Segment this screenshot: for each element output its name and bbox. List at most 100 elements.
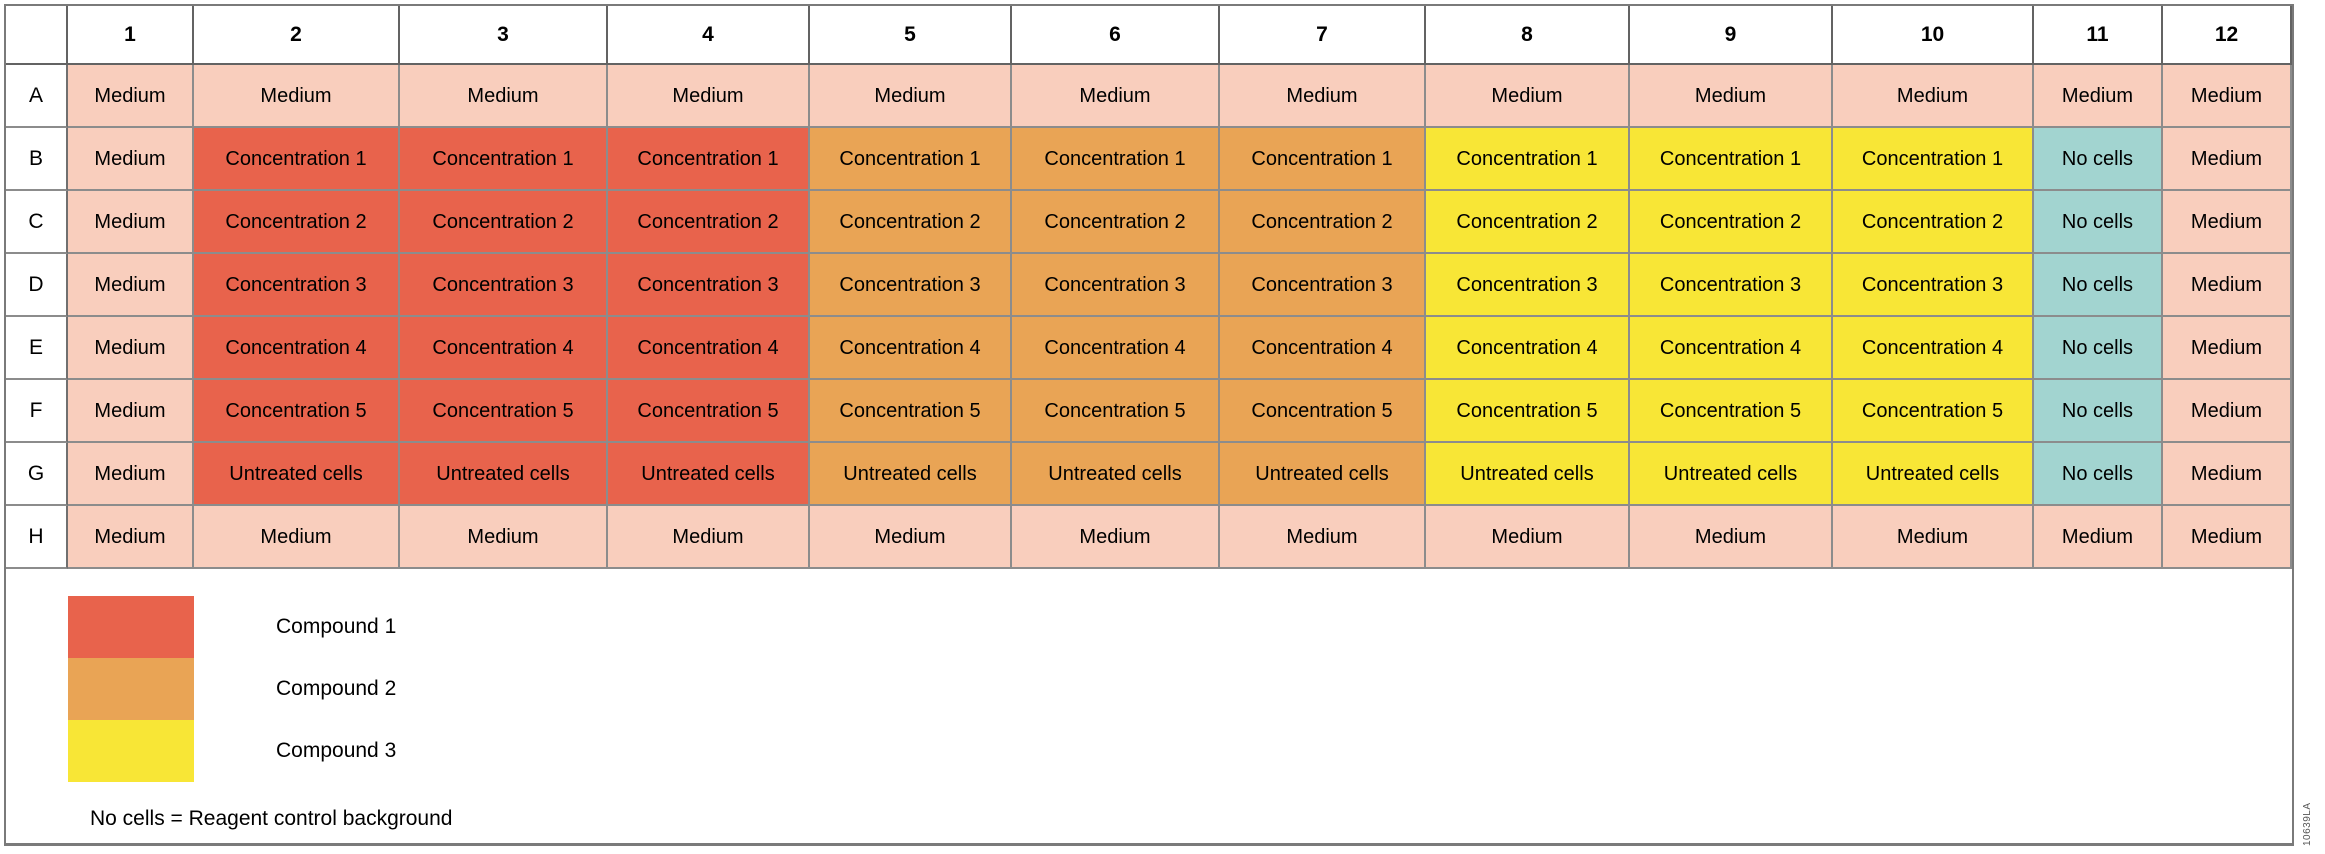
well-E3: Concentration 4	[400, 317, 608, 380]
well-E11: No cells	[2034, 317, 2163, 380]
legend-label: Compound 1	[276, 615, 397, 638]
well-F1: Medium	[68, 380, 194, 443]
well-H2: Medium	[194, 506, 400, 569]
well-B8: Concentration 1	[1426, 128, 1630, 191]
well-F2: Concentration 5	[194, 380, 400, 443]
well-D11: No cells	[2034, 254, 2163, 317]
legend-note: No cells = Reagent control background	[90, 807, 453, 830]
well-E8: Concentration 4	[1426, 317, 1630, 380]
well-A9: Medium	[1630, 65, 1833, 128]
well-D1: Medium	[68, 254, 194, 317]
well-D9: Concentration 3	[1630, 254, 1833, 317]
well-E5: Concentration 4	[810, 317, 1012, 380]
well-F3: Concentration 5	[400, 380, 608, 443]
well-H9: Medium	[1630, 506, 1833, 569]
well-B12: Medium	[2163, 128, 2292, 191]
well-G2: Untreated cells	[194, 443, 400, 506]
well-F8: Concentration 5	[1426, 380, 1630, 443]
well-H3: Medium	[400, 506, 608, 569]
well-H10: Medium	[1833, 506, 2034, 569]
well-C7: Concentration 2	[1220, 191, 1426, 254]
well-G11: No cells	[2034, 443, 2163, 506]
well-D2: Concentration 3	[194, 254, 400, 317]
well-H7: Medium	[1220, 506, 1426, 569]
well-F5: Concentration 5	[810, 380, 1012, 443]
well-F9: Concentration 5	[1630, 380, 1833, 443]
well-F7: Concentration 5	[1220, 380, 1426, 443]
well-C10: Concentration 2	[1833, 191, 2034, 254]
well-H11: Medium	[2034, 506, 2163, 569]
legend-item-2: Compound 2	[68, 658, 396, 720]
well-A8: Medium	[1426, 65, 1630, 128]
row-label-A: A	[6, 65, 68, 128]
well-A2: Medium	[194, 65, 400, 128]
well-H12: Medium	[2163, 506, 2292, 569]
well-H6: Medium	[1012, 506, 1220, 569]
well-B4: Concentration 1	[608, 128, 810, 191]
well-G1: Medium	[68, 443, 194, 506]
well-G12: Medium	[2163, 443, 2292, 506]
well-G7: Untreated cells	[1220, 443, 1426, 506]
well-D8: Concentration 3	[1426, 254, 1630, 317]
row-label-E: E	[6, 317, 68, 380]
well-E12: Medium	[2163, 317, 2292, 380]
well-F10: Concentration 5	[1833, 380, 2034, 443]
col-header-11: 11	[2034, 6, 2163, 65]
col-header-5: 5	[810, 6, 1012, 65]
well-B11: No cells	[2034, 128, 2163, 191]
col-header-10: 10	[1833, 6, 2034, 65]
well-D3: Concentration 3	[400, 254, 608, 317]
well-A5: Medium	[810, 65, 1012, 128]
row-label-H: H	[6, 506, 68, 569]
well-E9: Concentration 4	[1630, 317, 1833, 380]
well-B7: Concentration 1	[1220, 128, 1426, 191]
well-G4: Untreated cells	[608, 443, 810, 506]
col-header-3: 3	[400, 6, 608, 65]
well-C3: Concentration 2	[400, 191, 608, 254]
legend-label: Compound 3	[276, 739, 397, 762]
well-C5: Concentration 2	[810, 191, 1012, 254]
well-A4: Medium	[608, 65, 810, 128]
well-C11: No cells	[2034, 191, 2163, 254]
well-A7: Medium	[1220, 65, 1426, 128]
well-G8: Untreated cells	[1426, 443, 1630, 506]
row-label-D: D	[6, 254, 68, 317]
well-A6: Medium	[1012, 65, 1220, 128]
well-C8: Concentration 2	[1426, 191, 1630, 254]
well-D10: Concentration 3	[1833, 254, 2034, 317]
well-G5: Untreated cells	[810, 443, 1012, 506]
well-E4: Concentration 4	[608, 317, 810, 380]
well-D5: Concentration 3	[810, 254, 1012, 317]
legend: Compound 1 Compound 2 Compound 3	[68, 596, 396, 782]
col-header-9: 9	[1630, 6, 1833, 65]
well-E2: Concentration 4	[194, 317, 400, 380]
col-header-6: 6	[1012, 6, 1220, 65]
row-label-B: B	[6, 128, 68, 191]
well-C12: Medium	[2163, 191, 2292, 254]
well-A10: Medium	[1833, 65, 2034, 128]
figure-frame: 1 2 3 4 5 6 7 8 9 10 11 12 A Medium Medium Medium Medium…	[4, 4, 2294, 846]
well-A3: Medium	[400, 65, 608, 128]
well-F6: Concentration 5	[1012, 380, 1220, 443]
well-H4: Medium	[608, 506, 810, 569]
well-H8: Medium	[1426, 506, 1630, 569]
well-B2: Concentration 1	[194, 128, 400, 191]
col-header-4: 4	[608, 6, 810, 65]
well-C6: Concentration 2	[1012, 191, 1220, 254]
well-C9: Concentration 2	[1630, 191, 1833, 254]
well-B1: Medium	[68, 128, 194, 191]
well-A1: Medium	[68, 65, 194, 128]
well-E7: Concentration 4	[1220, 317, 1426, 380]
well-H1: Medium	[68, 506, 194, 569]
well-C1: Medium	[68, 191, 194, 254]
well-B5: Concentration 1	[810, 128, 1012, 191]
well-B10: Concentration 1	[1833, 128, 2034, 191]
well-E1: Medium	[68, 317, 194, 380]
well-B3: Concentration 1	[400, 128, 608, 191]
well-D7: Concentration 3	[1220, 254, 1426, 317]
col-header-2: 2	[194, 6, 400, 65]
well-G3: Untreated cells	[400, 443, 608, 506]
well-G9: Untreated cells	[1630, 443, 1833, 506]
well-E6: Concentration 4	[1012, 317, 1220, 380]
plate-map-table: 1 2 3 4 5 6 7 8 9 10 11 12 A Medium Medium Medium Medium…	[6, 6, 2292, 569]
